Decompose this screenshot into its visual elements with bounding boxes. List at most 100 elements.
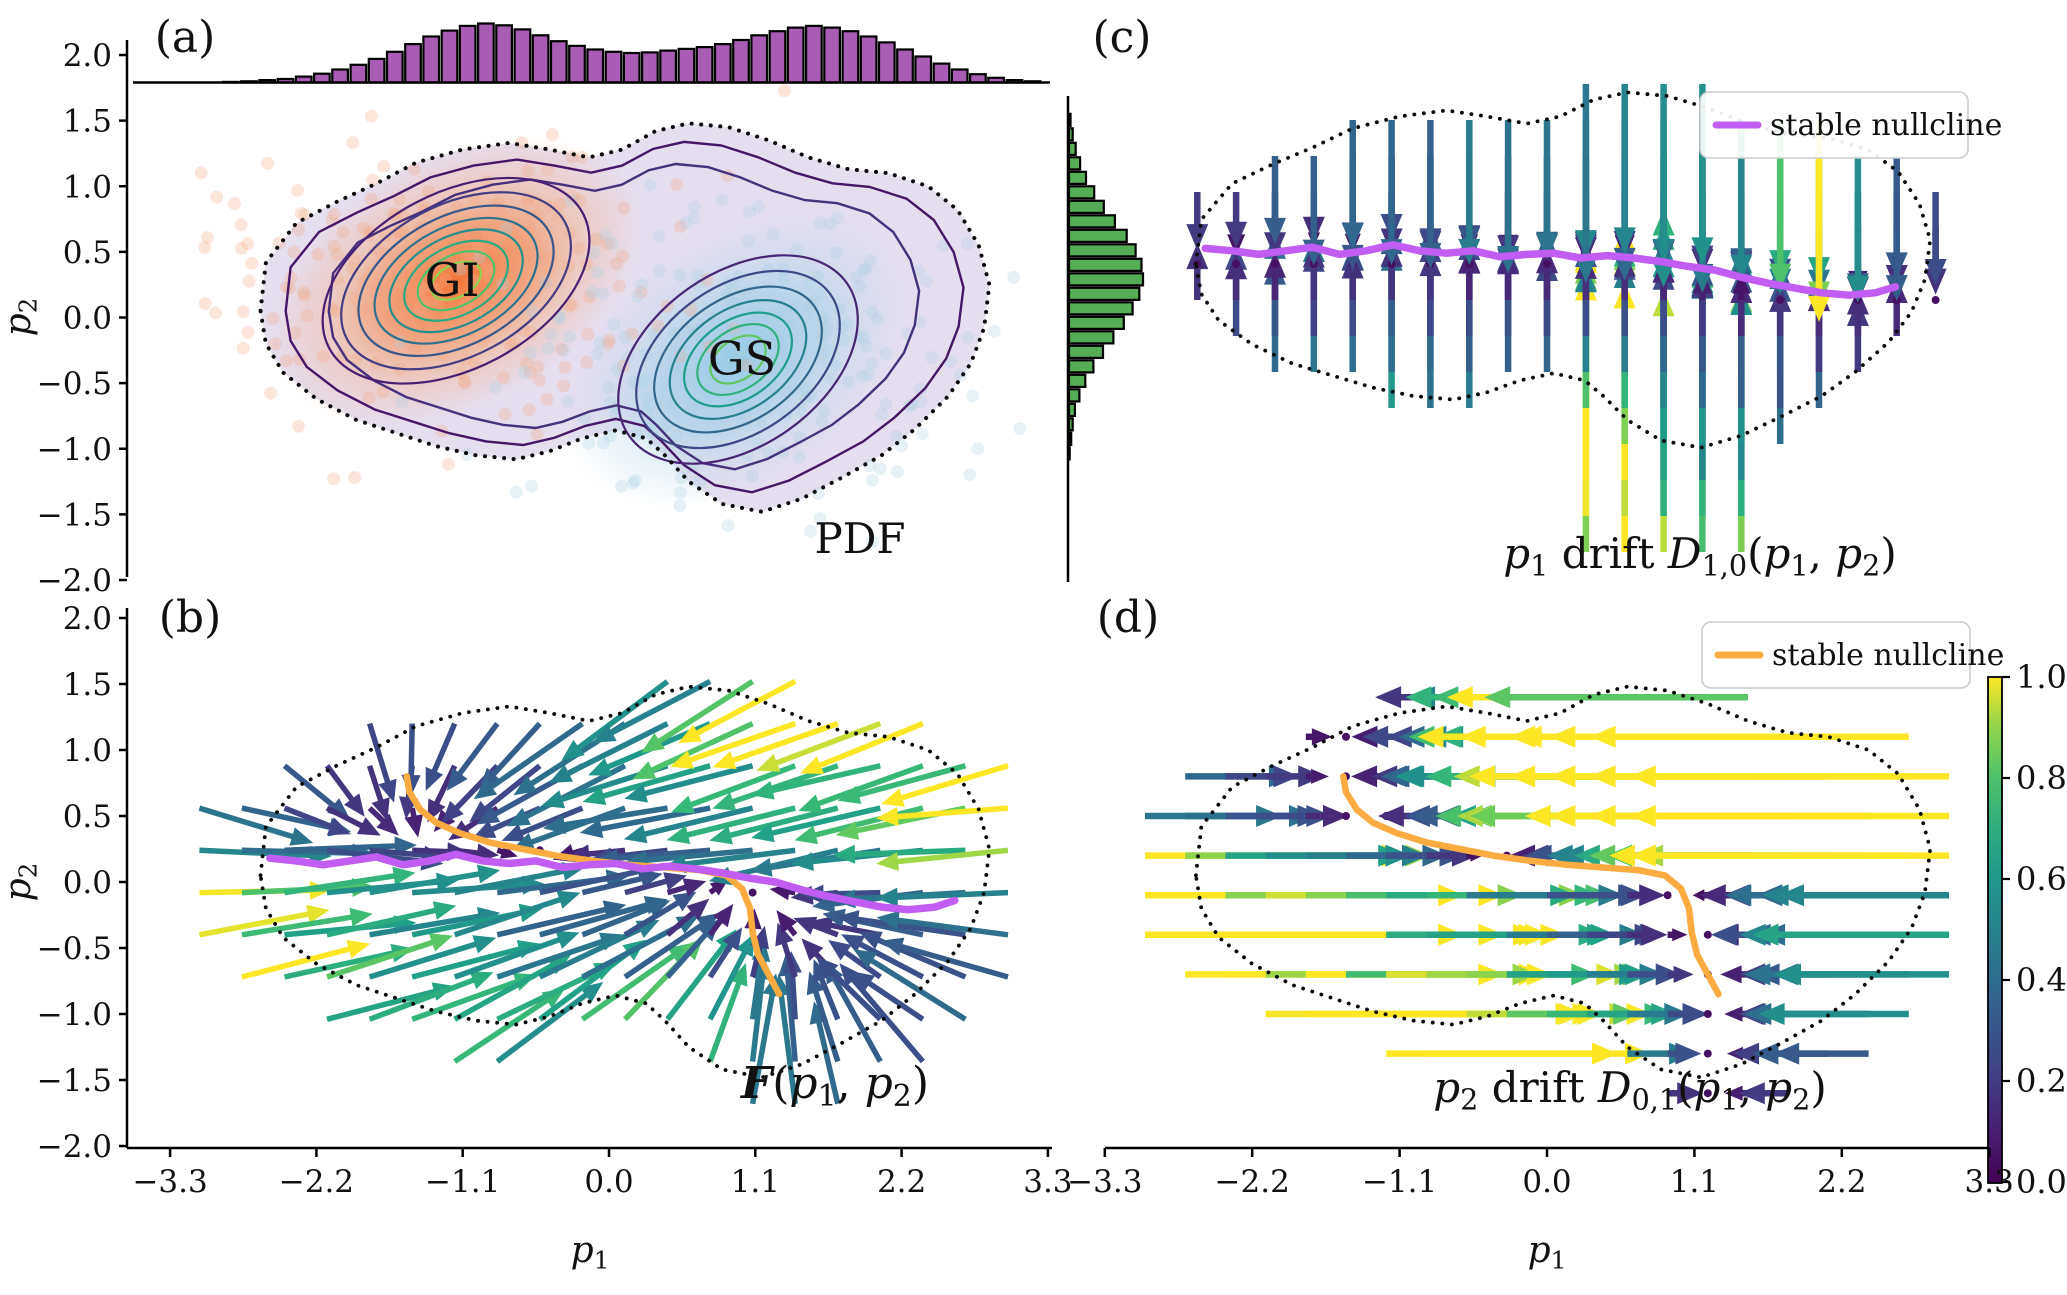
sample-point — [585, 285, 599, 299]
sample-point — [458, 376, 472, 390]
p2-hist-bar — [1067, 286, 1141, 301]
p1-hist-bar — [786, 26, 805, 84]
drift-arrow-shaft — [453, 960, 559, 1022]
kde-contour-gi — [321, 176, 591, 385]
sample-point — [580, 355, 594, 369]
sample-point — [644, 415, 658, 429]
drift-arrow-shaft — [561, 721, 669, 779]
drift-arrow-shaft — [283, 805, 338, 832]
drift-arrow-shaft — [891, 916, 1009, 938]
drift-arrow-head — [1677, 1082, 1704, 1105]
sample-point — [509, 485, 523, 499]
drift-arrow-shaft — [539, 900, 654, 938]
drift-arrow-head — [1264, 232, 1286, 259]
drift-arrow-head — [1589, 805, 1616, 827]
sample-point — [610, 257, 623, 271]
zero-drift-dot — [1703, 1010, 1712, 1018]
drift-arrow-head — [682, 878, 707, 897]
p1-hist-bar — [404, 42, 422, 84]
sample-point — [602, 380, 616, 394]
sample-point — [209, 306, 223, 320]
drift-arrow-head — [1613, 227, 1636, 254]
caption-segment: p — [1765, 1063, 1792, 1112]
drift-arrow-shaft — [198, 910, 315, 938]
p1-hist-bar — [458, 24, 477, 84]
panel-a-ytick-label: 1.0 — [63, 169, 112, 205]
sample-point — [421, 247, 435, 261]
support-outline-dotted — [258, 684, 992, 1080]
drift-arrow-head — [775, 922, 794, 947]
drift-arrow-shaft — [825, 965, 883, 1022]
sample-point — [865, 473, 879, 487]
sample-point — [653, 264, 667, 278]
drift-arrow-head — [794, 825, 818, 845]
drift-arrow-shaft — [326, 906, 442, 938]
p1-hist-bar — [932, 62, 951, 84]
sample-point — [439, 273, 453, 287]
drift-arrow-shaft — [487, 721, 542, 781]
drift-arrow-shaft — [811, 763, 924, 809]
sample-point — [492, 196, 506, 210]
drift-arrow-head — [1732, 272, 1751, 294]
drift-arrow-shaft — [665, 928, 712, 979]
sample-point — [327, 239, 341, 253]
sample-point — [836, 333, 850, 347]
p2-hist-bar — [1067, 272, 1145, 287]
sample-point — [546, 128, 559, 142]
drift-arrow-head — [378, 778, 397, 803]
top-marginal-histogram — [133, 22, 1050, 84]
sample-point — [777, 271, 791, 285]
drift-arrow-head — [1323, 805, 1349, 827]
drift-arrow-head — [1675, 1042, 1702, 1065]
sample-point — [590, 232, 603, 246]
caption-segment: 2 — [893, 1079, 912, 1114]
drift-arrow-shaft — [557, 805, 668, 829]
drift-arrow-shaft — [453, 994, 554, 1064]
drift-arrow-shaft — [769, 721, 882, 768]
drift-arrow-shaft — [707, 938, 737, 979]
p2-hist-bar — [1067, 127, 1074, 142]
right-xtick-label: 2.2 — [1817, 1164, 1866, 1200]
caption-segment: ) — [1810, 1063, 1826, 1112]
sample-point — [210, 190, 224, 204]
sample-point — [708, 313, 722, 326]
sample-point — [798, 381, 812, 395]
p1-hist-bar — [513, 28, 532, 84]
kde-contour-gi — [357, 204, 555, 358]
drift-arrow-shaft — [829, 972, 883, 1063]
drift-arrow-head — [1411, 805, 1438, 827]
drift-arrow-head — [542, 815, 567, 835]
right-xtick-label: −1.1 — [1362, 1164, 1437, 1200]
ylabel-panel-b: p2 — [0, 863, 43, 902]
sample-point — [346, 136, 360, 150]
drift-arrow-head — [624, 784, 648, 803]
sample-point — [441, 457, 455, 471]
panel-b-ytick-label: 2.0 — [63, 601, 112, 637]
sample-point — [748, 380, 762, 394]
p1-hist-bar — [823, 26, 841, 84]
drift-arrow-head — [833, 844, 856, 864]
caption-segment: 1,0 — [1702, 549, 1747, 583]
sample-point — [665, 396, 679, 410]
panel-tags: (a) (b) (c) (d) — [155, 12, 1160, 643]
drift-arrow-head — [828, 940, 852, 961]
caption-segment: p — [1693, 1063, 1720, 1112]
right-xtick-label: −2.2 — [1215, 1164, 1290, 1200]
purple-stable-nullcline — [266, 850, 959, 914]
panel-a-ytick-label: 0.5 — [63, 235, 112, 271]
drift-arrow-head — [1710, 923, 1737, 946]
sample-point — [673, 486, 687, 500]
kde-contour-gs — [696, 322, 780, 397]
drift-arrow-head — [1725, 884, 1752, 907]
kde-contour-outer — [327, 162, 921, 471]
drift-arrow-head — [1398, 765, 1425, 788]
right-xtick-label: 3.3 — [1965, 1164, 2014, 1200]
sample-point — [626, 476, 640, 490]
drift-arrow-shaft — [283, 949, 400, 980]
drift-arrow-head — [875, 887, 898, 907]
xlabel-left: p1 — [571, 1230, 610, 1275]
sample-point — [688, 327, 702, 340]
p1-hist-bar — [568, 44, 586, 84]
sample-point — [616, 249, 630, 263]
sample-point — [855, 369, 869, 383]
